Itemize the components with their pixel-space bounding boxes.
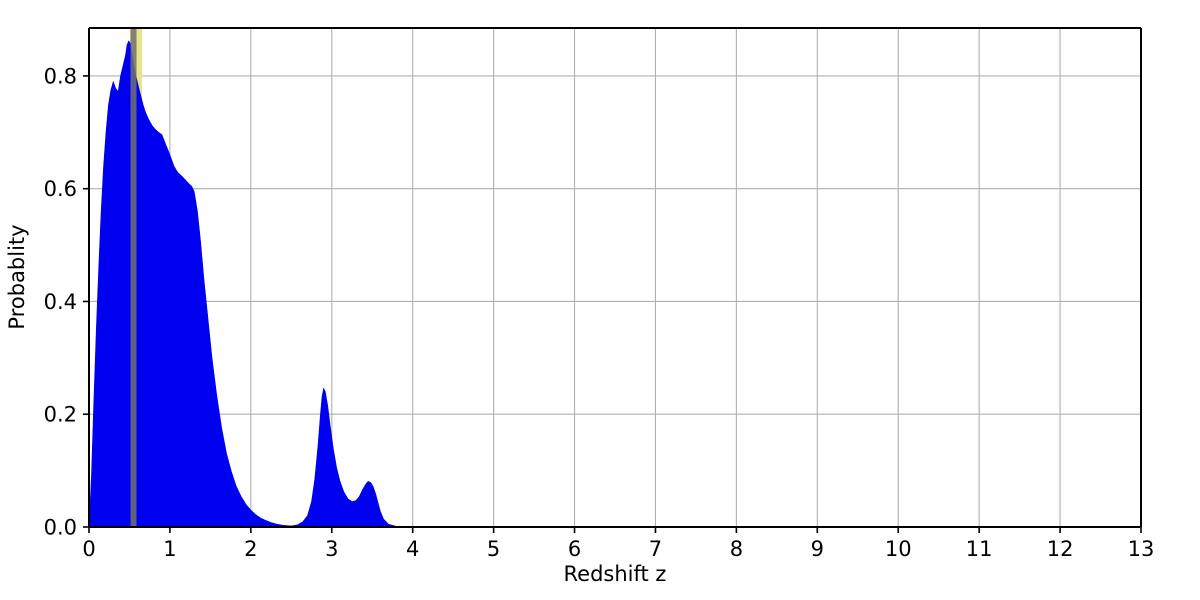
x-tick-label: 13 bbox=[1128, 537, 1155, 561]
x-tick-label: 4 bbox=[406, 537, 419, 561]
x-tick-label: 9 bbox=[811, 537, 824, 561]
y-tick-labels: 0.0 0.2 0.4 0.6 0.8 bbox=[44, 64, 77, 539]
x-tick-label: 12 bbox=[1047, 537, 1074, 561]
axis-tick-marks bbox=[83, 75, 1142, 533]
x-tick-label: 6 bbox=[568, 537, 581, 561]
x-tick-label: 5 bbox=[487, 537, 500, 561]
axes-background bbox=[89, 28, 1141, 527]
x-axis-title: Redshift z bbox=[564, 562, 667, 586]
axes-spines bbox=[88, 27, 1142, 528]
x-tick-label: 8 bbox=[730, 537, 743, 561]
x-tick-label: 2 bbox=[244, 537, 257, 561]
x-tick-label: 0 bbox=[82, 537, 95, 561]
x-tick-labels: 0 1 2 3 4 5 6 7 8 9 10 11 12 13 bbox=[82, 537, 1154, 561]
x-tick-label: 1 bbox=[163, 537, 176, 561]
y-tick-label: 0.0 bbox=[44, 516, 77, 540]
x-tick-label: 7 bbox=[649, 537, 662, 561]
x-tick-label: 10 bbox=[885, 537, 912, 561]
pdf-curve-fill bbox=[88, 40, 1141, 528]
pdf-area-series bbox=[88, 40, 1141, 528]
y-tick-label: 0.2 bbox=[44, 403, 77, 427]
x-tick-label: 11 bbox=[966, 537, 993, 561]
y-tick-label: 0.6 bbox=[44, 177, 77, 201]
x-tick-label: 3 bbox=[325, 537, 338, 561]
y-axis-title: Probablity bbox=[5, 224, 29, 329]
y-tick-label: 0.4 bbox=[44, 290, 77, 314]
y-tick-label: 0.8 bbox=[44, 64, 77, 88]
